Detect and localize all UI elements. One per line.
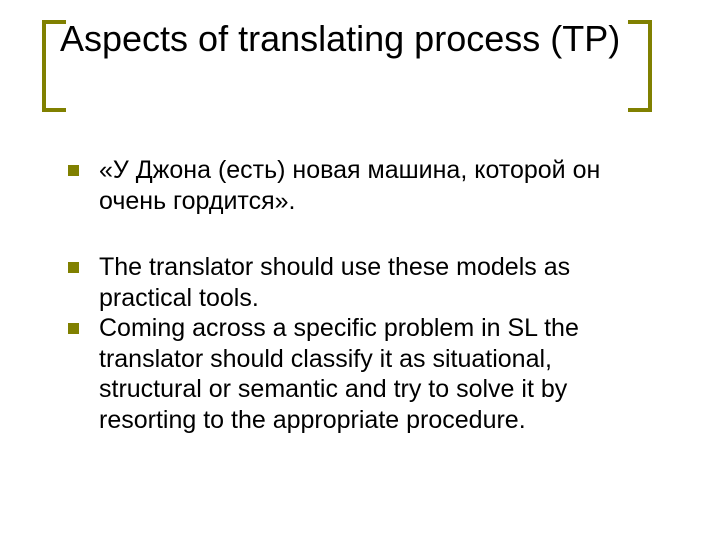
list-item: «У Джона (есть) новая машина, которой он…	[68, 155, 658, 216]
body-content: «У Джона (есть) новая машина, которой он…	[68, 155, 658, 471]
title-bracket-left-bottom	[42, 108, 66, 112]
square-bullet-icon	[68, 165, 79, 176]
slide-title: Aspects of translating process (TP)	[42, 18, 652, 64]
list-item-text: The translator should use these models a…	[99, 252, 658, 313]
list-item: Coming across a specific problem in SL t…	[68, 313, 658, 435]
title-container: Aspects of translating process (TP)	[42, 18, 652, 64]
list-item: The translator should use these models a…	[68, 252, 658, 313]
list-item-text: Coming across a specific problem in SL t…	[99, 313, 658, 435]
title-bracket-right-bottom	[628, 108, 652, 112]
list-item-text: «У Джона (есть) новая машина, которой он…	[99, 155, 658, 216]
square-bullet-icon	[68, 262, 79, 273]
square-bullet-icon	[68, 323, 79, 334]
slide: Aspects of translating process (TP) «У Д…	[0, 0, 720, 540]
